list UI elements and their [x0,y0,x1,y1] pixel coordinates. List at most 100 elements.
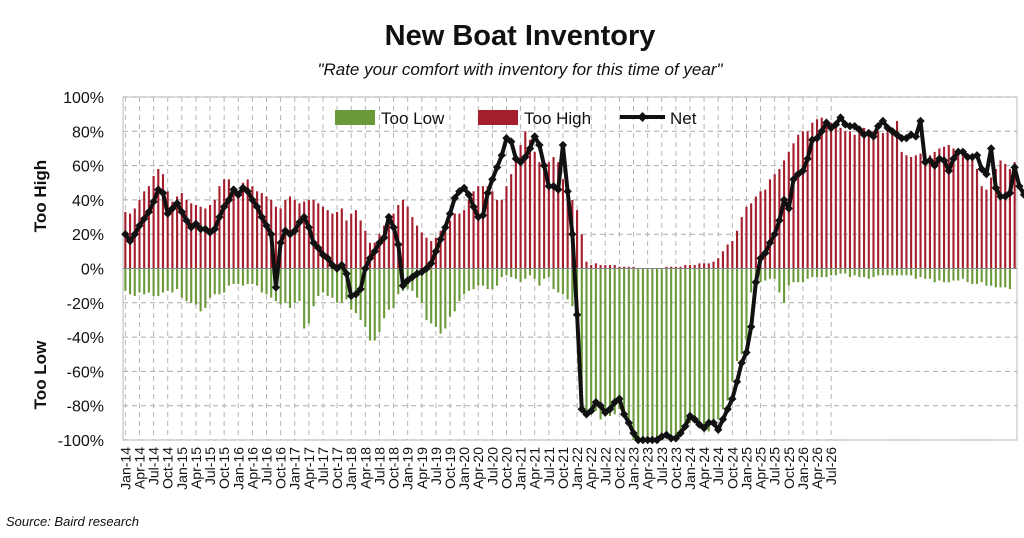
too-low-bar [307,268,310,324]
net-point [314,243,323,253]
too-low-bar [844,268,847,274]
too-low-bar [891,268,894,276]
too-low-bar [924,268,927,279]
too-low-bar [768,268,772,279]
net-point [530,132,539,141]
net-point [779,195,789,205]
net-point [855,125,864,134]
x-tick-label: Jan-18 [343,447,359,490]
x-tick-label: Jul-24 [710,447,726,485]
too-high-bar [895,121,899,269]
net-point [695,420,704,429]
x-tick-label: Apr-25 [753,447,769,489]
too-high-bar [387,220,390,269]
net-point [130,230,139,239]
too-low-bar [608,268,612,416]
net-point [572,310,582,320]
net-point [859,130,869,139]
net-point [836,113,845,122]
too-high-bar [463,210,466,269]
too-low-bar [185,268,188,302]
net-point [982,169,991,179]
too-high-bar [180,193,183,269]
x-tick-label: Oct-16 [273,447,289,489]
net-point [968,152,977,162]
x-tick-label: Jul-16 [259,447,275,485]
too-high-bar [543,165,546,269]
too-high-bar [910,157,913,269]
too-low-bar [293,268,296,303]
net-point [897,133,906,143]
too-low-bar [514,268,517,279]
too-low-bar [660,268,663,440]
too-high-bar [703,263,706,269]
net-point [525,144,535,153]
net-point [215,212,224,222]
legend-label-too-low: Too Low [381,109,445,128]
too-high-bar [806,131,809,269]
too-low-bar [933,268,936,283]
net-point [972,151,982,160]
too-low-bar [458,268,461,302]
net-point [144,207,154,217]
too-low-bar [975,268,979,284]
too-low-bar [171,268,174,293]
net-point [168,204,177,213]
net-point [219,202,229,211]
too-high-bar [458,213,461,269]
net-point [187,223,196,232]
too-low-bar [176,268,179,290]
too-high-bar [919,153,922,269]
net-point [619,410,629,419]
net-point [643,435,652,445]
x-tick-label: Oct-18 [386,447,402,489]
x-tick-label: Jul-18 [371,447,387,485]
too-low-bar [877,268,880,276]
too-high-bar [477,186,480,269]
too-high-bar [317,203,320,269]
too-high-bar [613,265,616,269]
net-point [958,147,968,157]
too-high-bar [985,189,988,269]
too-low-bar [500,268,503,278]
source-note: Source: Baird research [6,514,139,529]
net-point [709,418,718,428]
too-high-bar [839,127,842,269]
net-point [558,140,568,150]
too-high-bar [792,143,795,269]
net-point [276,238,285,247]
too-low-bar [745,268,748,341]
x-tick-label: Jul-21 [541,447,557,485]
too-low-bar [961,268,964,279]
x-tick-label: Oct-19 [442,447,458,489]
x-tick-label: Apr-15 [188,447,204,489]
too-low-bar [524,268,527,279]
net-point [850,121,859,131]
too-low-bar [571,268,574,307]
net-point [977,164,986,174]
too-low-bar [303,268,306,329]
too-high-bar [783,160,786,269]
too-high-bar [891,127,894,269]
too-high-bar [768,179,772,269]
too-low-bar [787,268,790,286]
net-point [925,156,935,165]
too-high-bar [133,208,136,269]
net-point [309,238,318,247]
too-high-bar [425,237,428,269]
too-high-bar [246,179,249,269]
net-point [323,254,332,263]
too-high-bar [157,169,160,269]
x-tick-label: Oct-24 [724,447,740,489]
too-high-bar [575,210,579,269]
too-high-bar [505,186,508,269]
too-high-bar [336,211,339,269]
too-high-bar [900,151,903,269]
y-tick-label: 40% [72,193,104,210]
x-tick-label: Jan-23 [626,447,642,490]
too-low-bar [971,268,974,284]
too-high-bar [1013,162,1016,269]
too-high-bar [354,210,357,269]
too-low-bar [298,268,301,302]
y-tick-label: 100% [63,90,104,107]
